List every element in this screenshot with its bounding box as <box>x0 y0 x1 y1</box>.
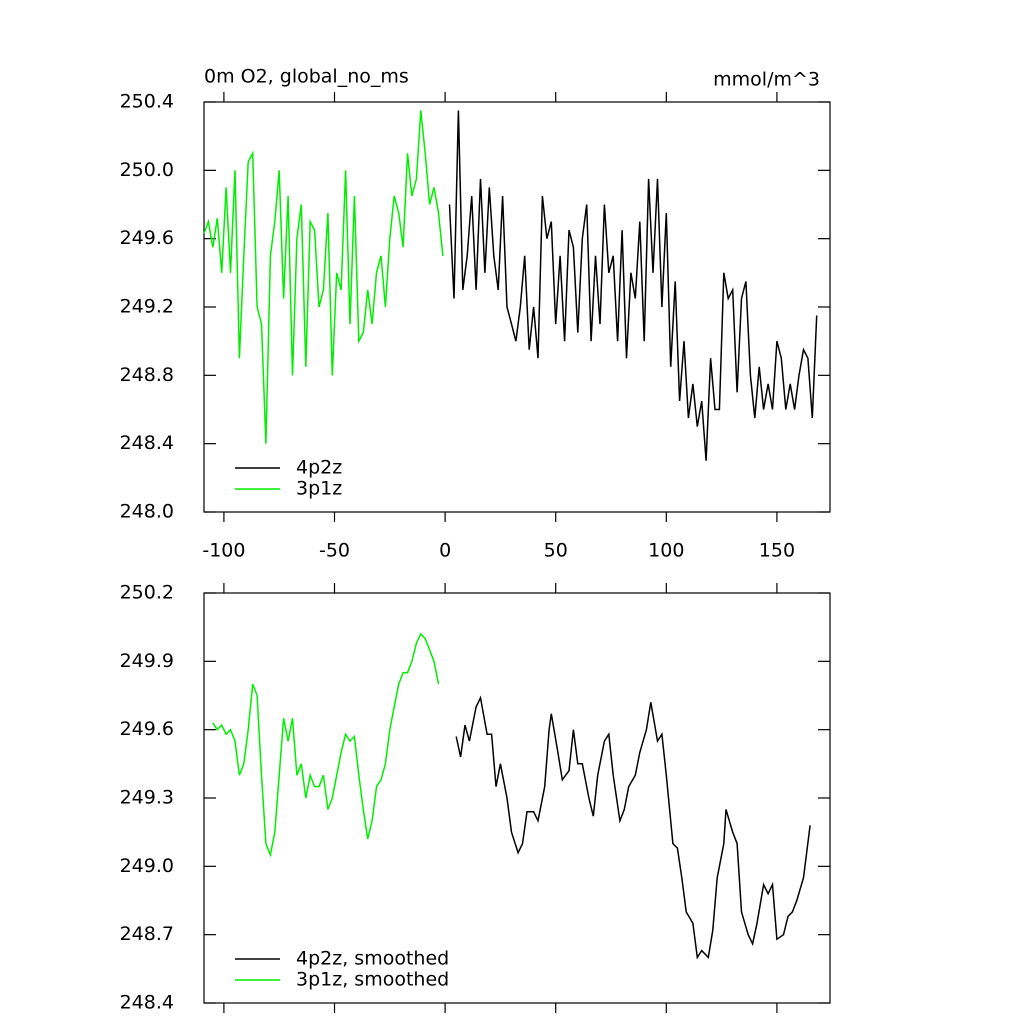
y-tick-label: 249.6 <box>120 718 174 740</box>
y-tick-label: 249.9 <box>120 650 174 672</box>
legend-label: 4p2z <box>296 457 342 479</box>
series-line <box>455 695 811 960</box>
x-tick-label: -100 <box>202 540 245 562</box>
x-tick-label: 0 <box>439 540 451 562</box>
x-tick-label: 50 <box>544 540 568 562</box>
y-tick-label: 248.4 <box>120 432 174 454</box>
legend-label: 4p2z, smoothed <box>296 948 449 970</box>
y-tick-label: 248.7 <box>120 923 174 945</box>
y-tick-label: 248.8 <box>120 364 174 386</box>
plot-frame <box>203 592 831 1004</box>
y-tick-label: 248.0 <box>120 501 174 523</box>
y-tick-label: 249.3 <box>120 787 174 809</box>
x-tick-label: 150 <box>759 540 795 562</box>
units-label: mmol/m^3 <box>713 69 820 91</box>
series-line <box>203 110 444 444</box>
y-tick-label: 249.2 <box>120 296 174 318</box>
y-tick-label: 250.2 <box>120 582 174 604</box>
chart-title: 0m O2, global_no_ms <box>204 66 409 88</box>
x-tick-label: -50 <box>319 540 350 562</box>
legend-label: 3p1z <box>296 478 342 500</box>
series-line <box>212 632 440 858</box>
y-tick-label: 250.0 <box>120 159 174 181</box>
legend-label: 3p1z, smoothed <box>296 969 449 991</box>
series-line <box>448 110 818 461</box>
plot-frame <box>203 101 831 513</box>
y-tick-label: 250.4 <box>120 91 174 113</box>
y-tick-label: 249.0 <box>120 855 174 877</box>
y-tick-label: 248.4 <box>120 992 174 1014</box>
y-tick-label: 249.6 <box>120 227 174 249</box>
x-tick-label: 100 <box>648 540 684 562</box>
